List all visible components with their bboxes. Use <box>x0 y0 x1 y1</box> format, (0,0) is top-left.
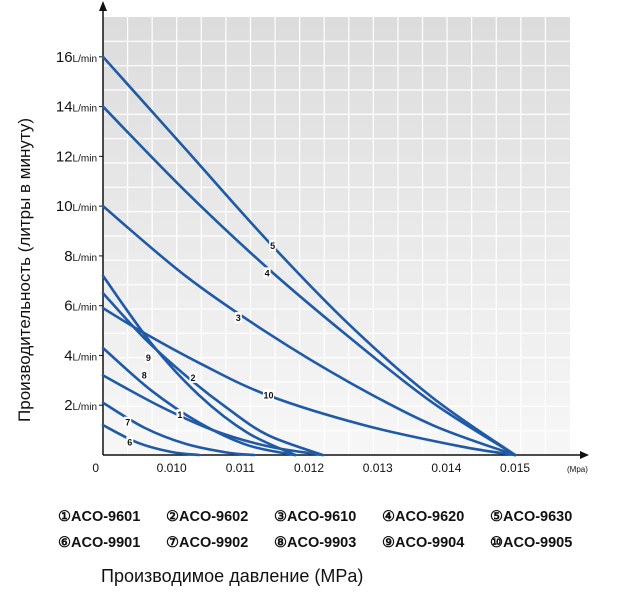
legend: ①ACO-9601 ②ACO-9602 ③ACO-9610 ④ACO-9620 … <box>58 504 608 556</box>
curve-label-bg <box>176 409 184 421</box>
curve-label-bg <box>263 267 271 279</box>
grid <box>103 17 570 455</box>
y-tick-label: 14L/min <box>56 99 97 116</box>
curve-label-bg <box>189 371 197 383</box>
curve-label-bg <box>144 351 152 363</box>
x-tick-label: 0.012 <box>294 461 324 475</box>
curve-label-bg <box>124 416 132 428</box>
series-line-6 <box>101 423 201 457</box>
series-line-8 <box>101 346 297 457</box>
curve-labels: 1 2 3 4 5 6 7 8 9 10 <box>124 239 277 448</box>
y-tick-label: 8L/min <box>64 248 97 265</box>
series-line-9 <box>101 274 297 457</box>
series-line-4 <box>101 105 517 457</box>
y-tick-labels: 2L/min 4L/min 6L/min 8L/min 10L/min 12L/min 14… <box>56 49 97 414</box>
curve-label-3: 3 <box>236 313 241 323</box>
curve-label-1: 1 <box>177 410 182 420</box>
curve-label-5: 5 <box>270 241 275 251</box>
legend-item: ⑤ACO-9630 <box>490 509 573 525</box>
curve-label-7: 7 <box>125 418 130 428</box>
x-tick-label: 0.014 <box>431 461 461 475</box>
legend-item: ⑩ACO-9905 <box>490 535 573 551</box>
curve-label-bg <box>263 389 275 401</box>
curve-label-bg <box>234 312 242 324</box>
y-tick-label: 16L/min <box>56 49 97 66</box>
legend-item: ⑦ACO-9902 <box>166 535 249 551</box>
x-tick-label: 0 <box>92 461 99 475</box>
x-tick-label: 0.011 <box>226 461 255 475</box>
curve-label-9: 9 <box>146 353 151 363</box>
y-axis-label: Производительность (литры в минуту) <box>15 118 34 422</box>
legend-item: ①ACO-9601 <box>58 509 141 525</box>
curve-label-6: 6 <box>127 438 132 448</box>
x-tick-label: 0.010 <box>157 461 187 475</box>
curve-label-bg <box>126 436 134 448</box>
curve-label-2: 2 <box>190 373 195 383</box>
y-tick-label: 12L/min <box>56 148 97 165</box>
x-axis-arrow <box>580 451 589 459</box>
legend-row-2: ⑥ACO-9901 ⑦ACO-9902 ⑧ACO-9903 ⑨ACO-9904 … <box>58 530 608 556</box>
x-tick-labels: 0 0.010 0.011 0.012 0.013 0.014 0.015 <box>92 461 530 475</box>
series-line-10 <box>101 306 517 457</box>
x-axis-label: Производимое давление (MPa) <box>101 566 364 586</box>
y-tick-label: 2L/min <box>64 397 97 414</box>
curve-label-4: 4 <box>265 268 270 278</box>
y-tick-label: 4L/min <box>64 347 97 364</box>
y-axis-arrow <box>99 1 107 11</box>
series-line-2 <box>101 291 325 457</box>
legend-item: ③ACO-9610 <box>274 509 357 525</box>
series-line-5 <box>101 55 517 457</box>
y-tick-label: 10L/min <box>56 198 97 215</box>
legend-item: ②ACO-9602 <box>166 509 249 525</box>
legend-item: ④ACO-9620 <box>382 509 465 525</box>
series-line-3 <box>101 204 517 457</box>
legend-item: ⑨ACO-9904 <box>382 535 465 551</box>
x-axis-unit: (Mpa) <box>567 465 588 474</box>
legend-row-1: ①ACO-9601 ②ACO-9602 ③ACO-9610 ④ACO-9620 … <box>58 504 608 530</box>
y-tick-label: 6L/min <box>64 298 97 315</box>
curve-label-8: 8 <box>142 370 147 380</box>
x-tick-label: 0.015 <box>500 461 530 475</box>
chart-plot: 1 2 3 4 5 6 7 8 9 10 2L/min 4L/min 6L/min 8L/min 10L/… <box>15 1 589 475</box>
curve-label-bg <box>140 369 148 381</box>
curve-label-10: 10 <box>264 390 274 400</box>
curve-label-bg <box>269 239 277 251</box>
legend-item: ⑧ACO-9903 <box>274 535 357 551</box>
legend-item: ⑥ACO-9901 <box>58 535 141 551</box>
x-tick-label: 0.013 <box>363 461 393 475</box>
